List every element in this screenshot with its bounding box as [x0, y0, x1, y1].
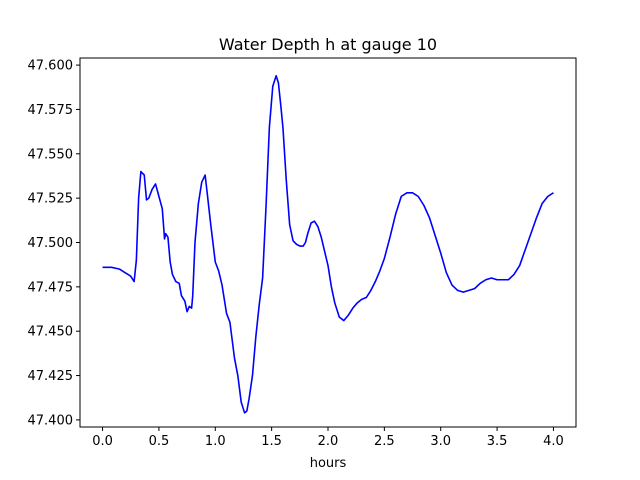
y-tick-label: 47.450 — [28, 325, 74, 340]
y-tick-label: 47.425 — [28, 369, 74, 384]
y-tick-label: 47.525 — [28, 192, 74, 207]
x-tick-label: 3.5 — [487, 434, 508, 449]
y-tick-label: 47.500 — [28, 236, 74, 251]
x-tick-label: 2.0 — [318, 434, 339, 449]
y-axis: 47.400 47.425 47.450 47.475 47.500 47.525 47.5… — [28, 59, 80, 428]
x-axis: 0.0 0.5 1.0 1.5 2.0 2.5 3.0 3.5 4.0 — [92, 427, 564, 449]
y-tick-label: 47.550 — [28, 147, 74, 162]
x-tick-label: 0.5 — [149, 434, 170, 449]
chart-title: Water Depth h at gauge 10 — [219, 35, 437, 54]
x-tick-label: 4.0 — [543, 434, 564, 449]
plot-area — [79, 57, 577, 428]
x-tick-label: 1.0 — [205, 434, 226, 449]
plot-frame — [79, 57, 577, 428]
x-tick-label: 1.5 — [261, 434, 282, 449]
y-tick-label: 47.575 — [28, 103, 74, 118]
x-axis-label: hours — [310, 456, 347, 471]
x-tick-label: 3.0 — [430, 434, 451, 449]
y-tick-label: 47.475 — [28, 280, 74, 295]
y-tick-label: 47.400 — [28, 413, 74, 428]
series-line-0 — [102, 74, 554, 414]
y-tick-label: 47.600 — [28, 59, 74, 74]
x-tick-label: 0.0 — [92, 434, 113, 449]
x-tick-label: 2.5 — [374, 434, 395, 449]
